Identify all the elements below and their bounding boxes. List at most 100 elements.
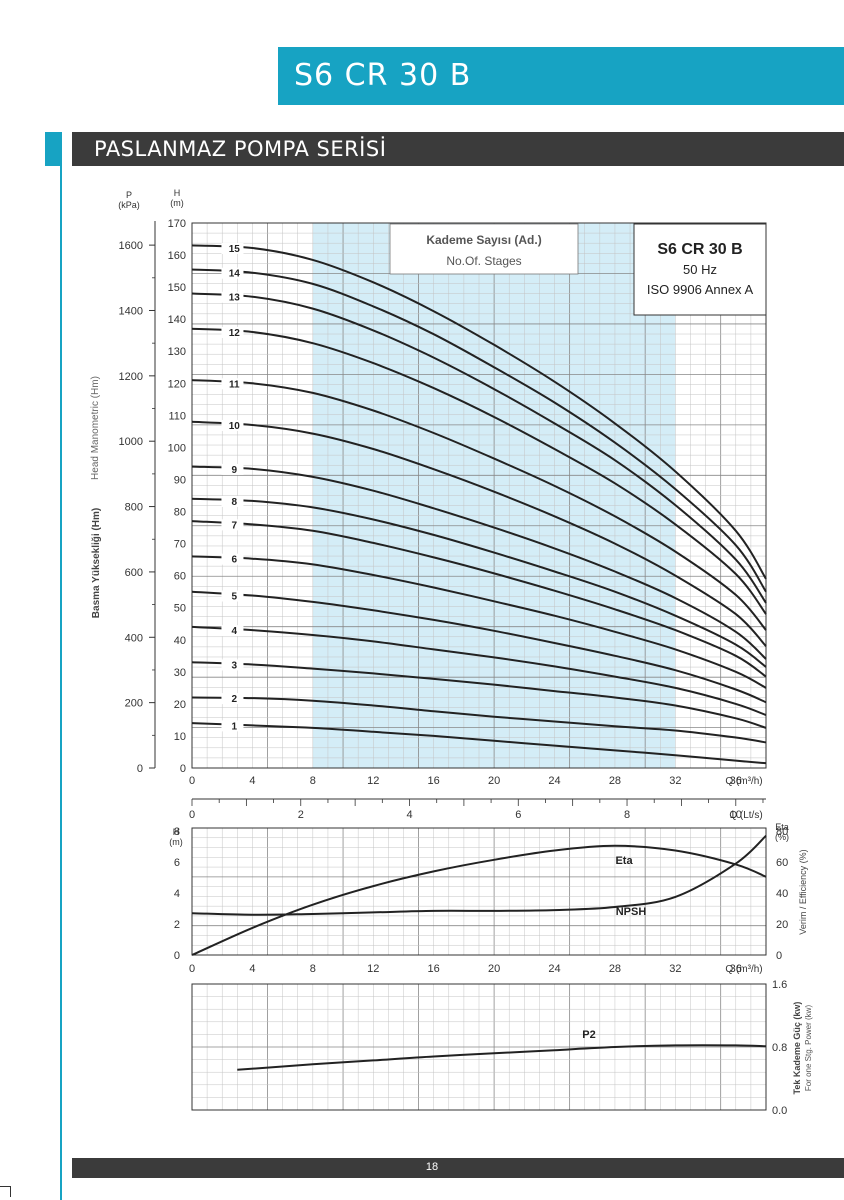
q-tick-label: 36 [730,775,742,787]
stage-label-bg [221,291,244,303]
legend-title: Kademe Sayısı (Ad.) [426,233,541,247]
h-tick-label: 80 [174,507,186,519]
q2-tick-label: 20 [488,963,500,975]
h-axis-unit-sub: (m) [170,198,184,208]
model-frequency: 50 Hz [683,262,717,277]
h-tick-label: 50 [174,603,186,615]
stage-label-bg [221,625,244,637]
stage-label-bg [221,327,244,338]
eta-axis-unit-sub: (%) [775,832,789,842]
section-title: PASLANMAZ POMPA SERİSİ [94,137,387,161]
q-tick-label: 20 [488,775,500,787]
model-standard: ISO 9906 Annex A [647,282,754,297]
stage-curve-14 [191,268,767,593]
stage-label-3: 3 [232,660,238,671]
plot-frame [191,827,767,956]
title-bar: S6 CR 30 B [278,47,844,105]
npsh-axis-unit-sub: (m) [169,837,183,847]
side-rule [60,132,62,1200]
eta-curve-label: Eta [615,855,633,867]
stage-label-bg [221,495,244,507]
lts-tick-label: 10 [730,809,742,821]
eta-tick-label: 40 [776,888,788,900]
curve-npsh [191,834,767,916]
y-axis-title-tr: Basma Yüksekliği (Hm) [91,508,102,618]
stage-curve-4 [191,625,767,717]
section-bar: PASLANMAZ POMPA SERİSİ [72,132,844,166]
stage-label-bg [221,590,244,602]
eta-tick-label: 60 [776,857,788,869]
h-tick-label: 10 [174,731,186,743]
stage-curve-8 [191,497,767,668]
q-tick-label: 16 [428,775,440,787]
power-tick-label: 0.8 [772,1042,787,1054]
stage-curve-2 [191,696,767,744]
npsh-tick-label: 6 [174,857,180,869]
p2-curve-label: P2 [582,1029,595,1041]
eta-axis-unit: Eta [775,822,789,832]
legend-subtitle: No.Of. Stages [446,254,521,268]
h-tick-label: 70 [174,539,186,551]
model-box [633,223,767,316]
eta-tick-label: 20 [776,919,788,931]
page-title: S6 CR 30 B [294,58,472,93]
page-number: 18 [425,1161,439,1173]
stage-label-2: 2 [232,694,238,705]
legend-box [389,223,579,275]
npsh-tick-label: 0 [174,950,180,962]
stage-label-bg [221,463,244,475]
stage-curve-3 [191,661,767,729]
q-tick-label: 8 [310,775,316,787]
eta-npsh-grid [191,827,767,956]
power-axis-title-tr: Tek Kademe Güç (kw) [792,1002,802,1095]
stage-label-4: 4 [232,626,238,637]
stage-label-bg [221,519,244,531]
q2-tick-label: 0 [189,963,195,975]
q2-tick-label: 28 [609,963,621,975]
power-tick-label: 1.6 [772,979,787,991]
h-tick-label: 130 [168,346,186,358]
stage-label-bg [221,267,244,279]
q-tick-label: 28 [609,775,621,787]
q2-tick-label: 36 [730,963,742,975]
stage-curve-10 [191,420,767,647]
p-tick-label: 200 [125,698,143,710]
lts-tick-label: 4 [406,809,412,821]
stage-label-bg [221,553,244,565]
p-tick-label: 600 [125,567,143,579]
npsh-tick-label: 2 [174,919,180,931]
curve-p2 [237,1044,767,1071]
h-tick-label: 120 [168,378,186,390]
stage-label-14: 14 [229,269,241,280]
h-tick-label: 150 [168,282,186,294]
stage-label-bg [221,659,244,671]
npsh-tick-label: 4 [174,888,180,900]
y-axis-title-en: Head Manometric (Hm) [90,376,101,480]
q-tick-label: 0 [189,775,195,787]
stage-curve-1 [191,722,767,765]
stage-label-bg [221,720,244,732]
plot-frame [191,983,767,1111]
p-tick-label: 400 [125,632,143,644]
q2-tick-label: 16 [428,963,440,975]
p-tick-label: 1400 [119,305,143,317]
lts-tick-label: 2 [298,809,304,821]
stage-label-1: 1 [232,721,238,732]
power-tick-label: 0.0 [772,1105,787,1117]
power-grid [191,983,767,1111]
npsh-curve-label: NPSH [616,906,647,918]
p-axis-unit: P [126,190,132,200]
h-tick-label: 140 [168,314,186,326]
stage-label-13: 13 [229,293,241,304]
stage-label-bg [221,419,244,431]
h-tick-label: 90 [174,474,186,486]
h-tick-label: 60 [174,571,186,583]
stage-curve-15 [191,244,767,580]
stage-label-bg [221,378,244,390]
eta-tick-label: 80 [776,826,788,838]
q-tick-label: 12 [367,775,379,787]
lts-tick-label: 0 [189,809,195,821]
lts-tick-label: 6 [515,809,521,821]
stage-label-12: 12 [229,328,241,339]
